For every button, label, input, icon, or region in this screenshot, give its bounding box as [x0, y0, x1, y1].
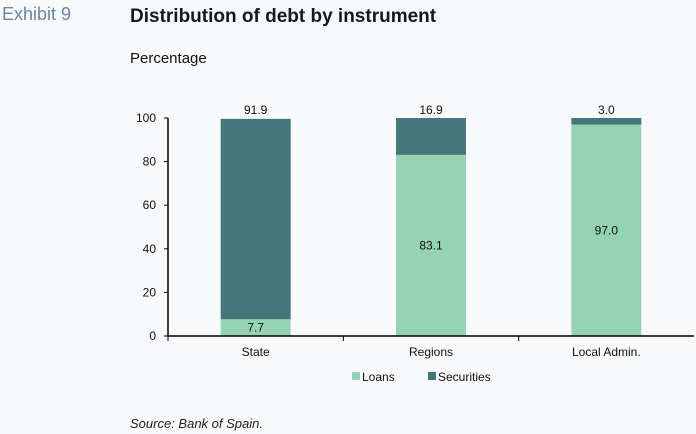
exhibit-label: Exhibit 9	[2, 4, 72, 24]
y-tick-label: 40	[143, 242, 157, 256]
chart-title: Distribution of debt by instrument	[130, 6, 437, 27]
legend-label-loans: Loans	[362, 370, 395, 384]
legend-swatch-loans	[352, 372, 360, 380]
data-label: 91.9	[244, 103, 268, 117]
y-tick-label: 20	[143, 285, 157, 299]
y-tick-label: 80	[143, 155, 157, 169]
legend-label-securities: Securities	[438, 370, 491, 384]
data-label: 7.7	[247, 321, 264, 335]
bar-securities-2	[571, 118, 642, 125]
y-tick-label: 100	[136, 111, 156, 125]
bar-securities-1	[396, 118, 466, 155]
y-tick-label: 0	[149, 329, 156, 343]
x-tick-label: Local Admin.	[572, 345, 641, 359]
data-label: 16.9	[419, 103, 443, 117]
x-tick-label: Regions	[409, 345, 453, 359]
bar-loans-1	[396, 154, 466, 336]
data-label: 97.0	[595, 223, 619, 237]
legend-swatch-securities	[428, 372, 436, 380]
x-tick-label: State	[242, 345, 270, 359]
y-tick-label: 60	[143, 198, 157, 212]
chart-subtitle: Percentage	[130, 50, 207, 67]
data-label: 83.1	[419, 238, 443, 252]
bar-loans-2	[571, 124, 642, 336]
bar-loans-0	[220, 319, 291, 336]
data-label: 3.0	[598, 103, 615, 117]
source-note: Source: Bank of Spain.	[130, 416, 263, 431]
bar-securities-0	[220, 118, 291, 320]
